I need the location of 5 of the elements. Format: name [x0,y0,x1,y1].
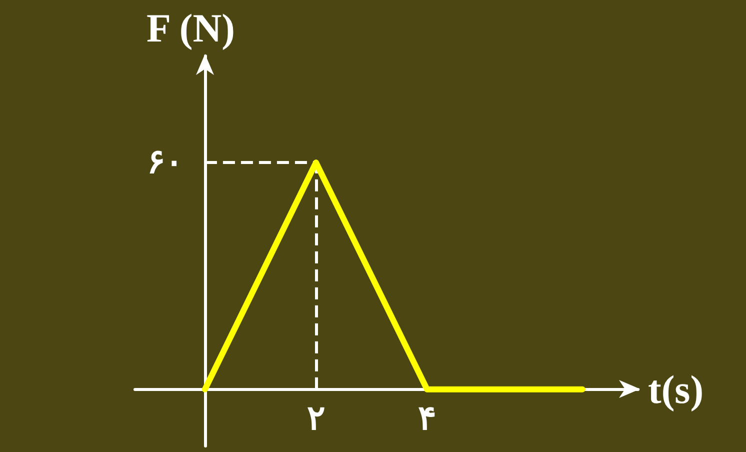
x-tick-label: ۲ [306,400,325,438]
y-axis-title: F (N) [146,6,235,50]
x-tick-label: ۴ [418,400,436,438]
x-axis-title: t(s) [648,366,704,412]
annotation: ۶۰ [146,144,183,182]
